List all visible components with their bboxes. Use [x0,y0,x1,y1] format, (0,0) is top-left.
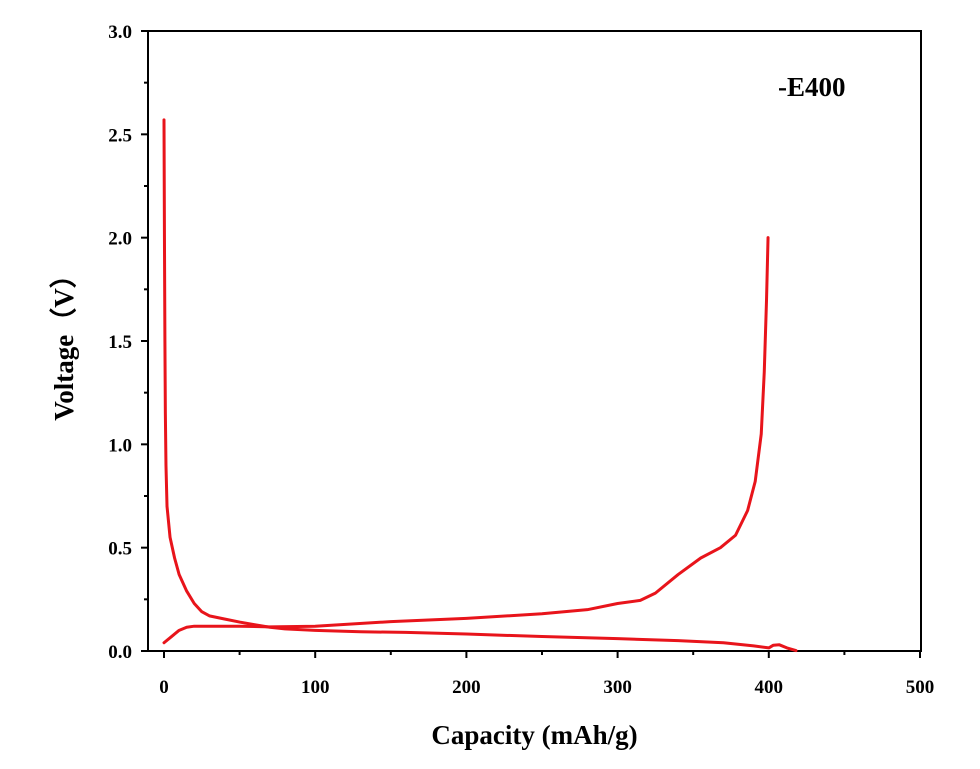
axis-tick-labels: 0 100 200 300 400 500 0.0 0.5 1.0 1.5 2.0 2.5 3.0 [108,22,934,698]
curve-annotation: -E400 [778,72,846,102]
series-line-1 [162,118,798,653]
data-lines [162,118,798,653]
x-tick-label: 200 [452,677,481,698]
x-tick-label: 100 [301,677,330,698]
y-tick-label: 3.0 [108,22,132,43]
y-tick-label: 0.5 [108,539,132,560]
y-tick-label: 0.0 [108,642,132,663]
series-line-2 [162,236,770,645]
y-axis-title: Voltage（V） [49,261,79,421]
x-tick-label: 500 [906,677,935,698]
y-tick-label: 1.0 [108,435,132,456]
x-tick-label: 0 [159,677,169,698]
y-tick-label: 1.5 [108,332,132,353]
x-tick-label: 400 [755,677,784,698]
plot-frame [147,30,922,652]
x-axis-title: Capacity (mAh/g) [431,720,637,750]
x-tick-label: 300 [603,677,632,698]
y-tick-label: 2.0 [108,229,132,250]
axis-ticks [141,30,921,658]
y-tick-label: 2.5 [108,125,132,146]
